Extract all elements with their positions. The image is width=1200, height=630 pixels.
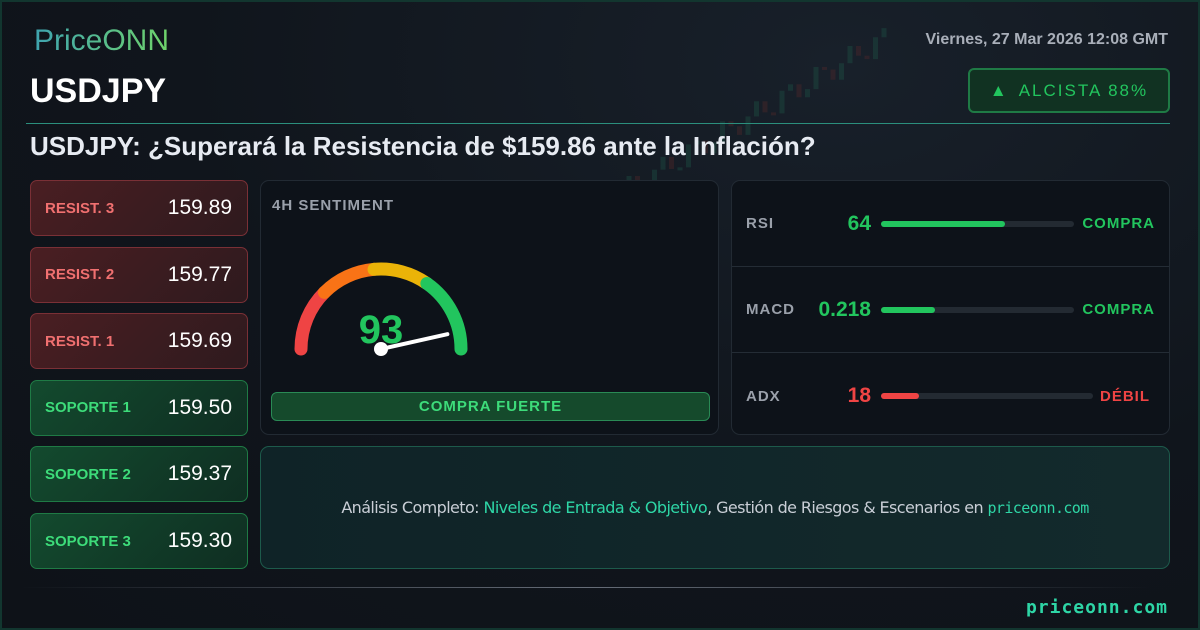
level-label: RESIST. 1 — [45, 332, 115, 350]
level-support-2: SOPORTE 2 159.37 — [30, 446, 248, 503]
indicator-value: 64 — [847, 211, 871, 235]
background-candle — [788, 84, 793, 91]
indicator-adx: ADX 18 DÉBIL — [732, 353, 1169, 439]
symbol-title: USDJPY — [30, 72, 167, 110]
background-candle — [694, 140, 700, 145]
trend-badge: ▲ ALCISTA 88% — [968, 68, 1170, 113]
background-candle — [796, 84, 802, 98]
indicators-panel: RSI 64 COMPRA MACD 0.218 COMPRA ADX 18 DÉB… — [731, 180, 1170, 435]
level-resistance-2: RESIST. 2 159.77 — [30, 246, 248, 303]
priceonn-logo: PriceONN — [34, 24, 170, 57]
background-candle — [822, 66, 827, 70]
trend-label: ALCISTA 88% — [1018, 80, 1149, 100]
sentiment-gauge: 93 — [294, 262, 468, 356]
indicator-bar — [881, 306, 1074, 313]
indicator-signal: COMPRA — [1082, 301, 1155, 318]
indicator-bar-fill — [881, 393, 920, 399]
level-resistance-3: RESIST. 3 159.89 — [30, 180, 248, 236]
background-candle — [720, 121, 725, 143]
level-label: SOPORTE 3 — [45, 532, 131, 550]
level-resistance-1: RESIST. 1 159.69 — [30, 313, 248, 370]
footer-domain[interactable]: priceonn.com — [1025, 597, 1168, 618]
triangle-up-icon: ▲ — [989, 80, 1009, 100]
background-candle — [677, 167, 683, 171]
level-value: 159.50 — [167, 395, 232, 419]
background-candle — [771, 112, 776, 116]
level-label: SOPORTE 1 — [45, 399, 131, 417]
cta-prefix: Análisis Completo: — [341, 498, 484, 517]
background-candle — [813, 66, 819, 90]
gauge-segment-green — [420, 276, 468, 356]
indicator-value: 18 — [847, 384, 871, 407]
background-candle — [873, 37, 878, 60]
level-label: RESIST. 3 — [45, 199, 115, 217]
background-candle — [839, 63, 844, 80]
level-value: 159.89 — [167, 196, 232, 219]
full-analysis-banner[interactable]: Análisis Completo: Niveles de Entrada & … — [260, 446, 1170, 569]
sentiment-panel: 4H SENTIMENT 93 COMPRA FUERTE — [260, 180, 719, 435]
gauge-segment-red — [294, 285, 331, 356]
divider — [26, 123, 1170, 124]
level-label: SOPORTE 2 — [45, 465, 131, 483]
background-candle — [652, 169, 657, 190]
footer-divider — [22, 587, 1150, 588]
indicator-bar-fill — [881, 306, 936, 313]
cta-middle: , Gestión de Riesgos & Escenarios en — [707, 498, 988, 517]
background-candle — [847, 45, 853, 64]
background-candle — [881, 28, 887, 38]
background-candle — [711, 142, 717, 154]
background-candle — [635, 176, 640, 184]
date-time: Viernes, 27 Mar 2026 12:08 GMT — [925, 31, 1168, 48]
level-value: 159.37 — [167, 462, 232, 486]
sentiment-verdict: COMPRA FUERTE — [271, 392, 710, 421]
indicator-bar — [881, 393, 1093, 399]
gauge-needle — [379, 332, 450, 351]
cta-domain-link[interactable]: priceonn.com — [987, 498, 1090, 517]
background-candle — [779, 90, 785, 114]
indicator-bar — [881, 220, 1074, 227]
level-value: 159.30 — [167, 529, 232, 552]
background-candle — [762, 101, 768, 113]
background-candle — [745, 116, 751, 135]
gauge-segment-orange — [317, 262, 381, 299]
cta-highlight: Niveles de Entrada & Objetivo — [483, 498, 708, 517]
gauge-needle-pivot — [374, 342, 388, 356]
level-label: RESIST. 2 — [45, 266, 115, 284]
background-candle — [805, 89, 810, 98]
indicator-name: ADX — [746, 387, 781, 405]
level-support-1: SOPORTE 1 159.50 — [30, 379, 248, 436]
level-value: 159.69 — [167, 329, 232, 353]
indicator-rsi: RSI 64 COMPRA — [732, 181, 1169, 267]
indicator-name: MACD — [746, 301, 795, 318]
indicator-value: 0.218 — [818, 297, 871, 321]
background-candle — [737, 126, 742, 135]
indicator-macd: MACD 0.218 COMPRA — [732, 267, 1169, 353]
background-candle — [864, 55, 870, 60]
indicator-bar-fill — [881, 220, 1005, 227]
background-candle — [669, 156, 674, 169]
background-candle — [686, 144, 691, 168]
background-candle — [830, 69, 836, 80]
background-candle — [703, 140, 708, 154]
background-candle — [856, 45, 861, 56]
sentiment-title: 4H SENTIMENT — [272, 197, 395, 214]
indicator-name: RSI — [746, 215, 775, 232]
level-value: 159.77 — [167, 262, 232, 286]
indicator-signal: COMPRA — [1082, 215, 1155, 232]
background-candle — [660, 156, 666, 170]
gauge-segment-yellow — [367, 262, 434, 290]
level-support-3: SOPORTE 3 159.30 — [30, 513, 248, 569]
indicator-signal: DÉBIL — [1100, 387, 1150, 405]
background-candle — [754, 101, 759, 117]
headline: USDJPY: ¿Superará la Resistencia de $159… — [30, 131, 816, 161]
